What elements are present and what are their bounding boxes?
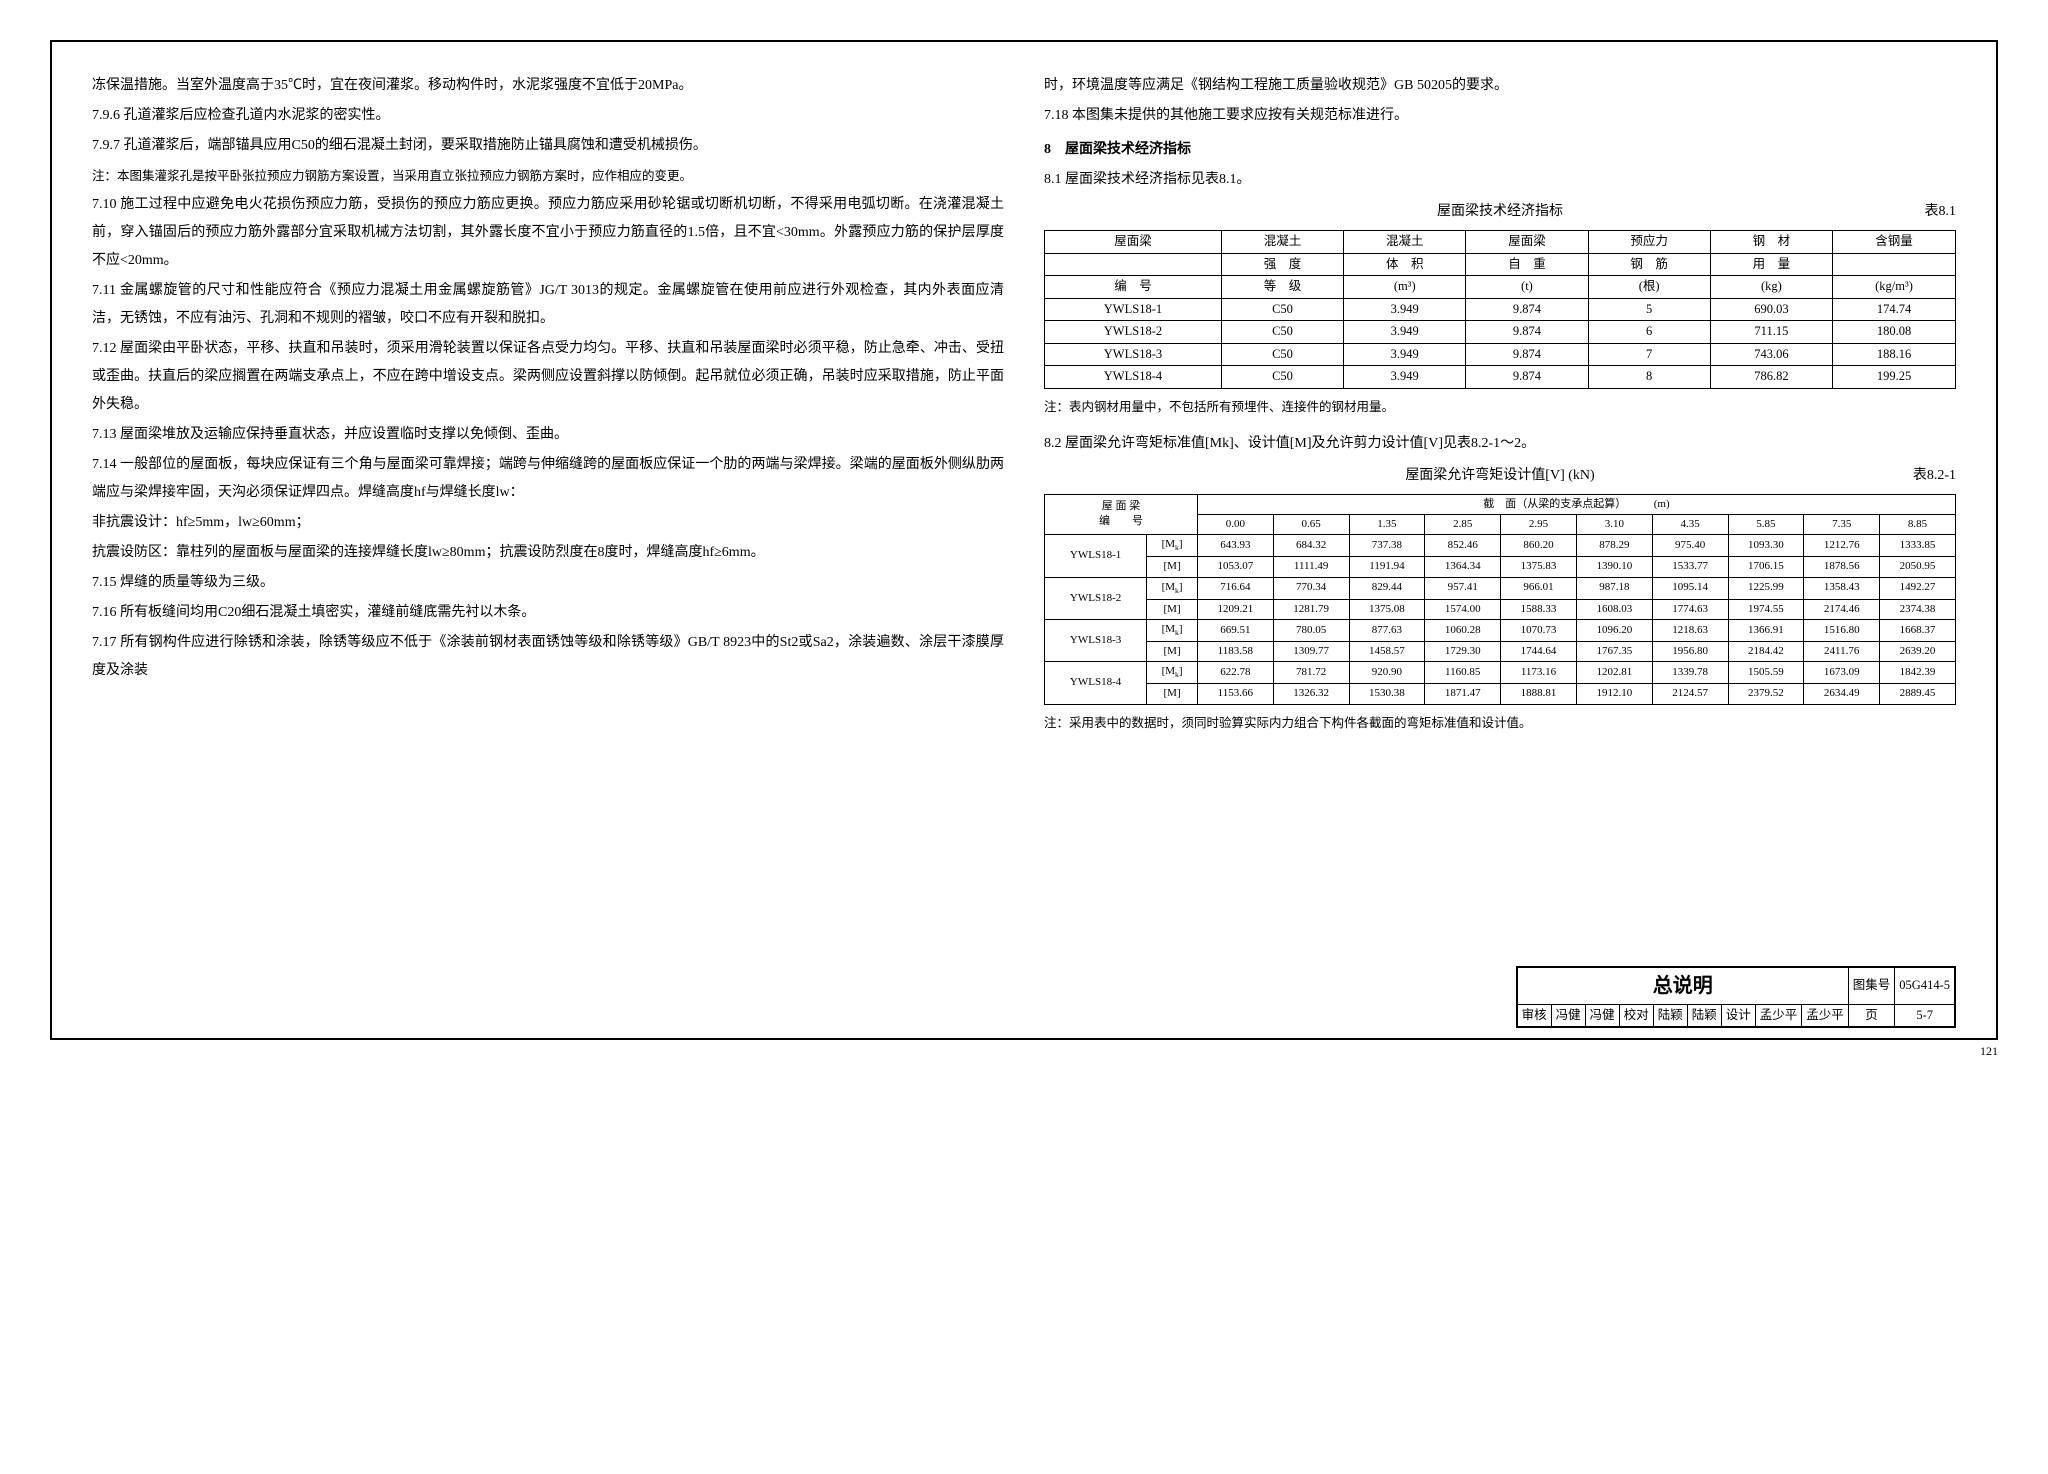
para: 7.15 焊缝的质量等级为三级。 [92,569,1004,597]
para: 8.1 屋面梁技术经济指标见表8.1。 [1044,166,1956,194]
footer-cell: 页 [1848,1004,1895,1027]
title-label: 表8.2-1 [1913,462,1956,490]
page-number: 121 [50,1044,1998,1059]
footer-cell: 冯健 [1585,1004,1619,1027]
title-text: 屋面梁允许弯矩设计值[V] (kN) [1405,468,1594,483]
title-text: 屋面梁技术经济指标 [1437,204,1563,219]
title-label: 表8.1 [1925,198,1957,226]
right-column: 时，环境温度等应满足《钢结构工程施工质量验收规范》GB 50205的要求。 7.… [1044,72,1956,1028]
footer-cell: 陆颖 [1687,1004,1721,1027]
left-column: 冻保温措施。当室外温度高于35℃时，宜在夜间灌浆。移动构件时，水泥浆强度不宜低于… [92,72,1004,1028]
footer-cell: 孟少平 [1802,1004,1849,1027]
footer-cell: 5-7 [1895,1004,1955,1027]
footer-title: 总说明 [1517,967,1848,1004]
table-8-2-title: 屋面梁允许弯矩设计值[V] (kN) 表8.2-1 [1044,462,1956,490]
footer-cell: 陆颖 [1653,1004,1687,1027]
para: 7.16 所有板缝间均用C20细石混凝土填密实，灌缝前缝底需先衬以木条。 [92,599,1004,627]
table-8-2-note: 注：采用表中的数据时，须同时验算实际内力组合下构件各截面的弯矩标准值和设计值。 [1044,711,1956,736]
footer-cell: 设计 [1721,1004,1755,1027]
para: 7.12 屋面梁由平卧状态，平移、扶直和吊装时，须采用滑轮装置以保证各点受力均匀… [92,335,1004,419]
table-8-1-title: 屋面梁技术经济指标 表8.1 [1044,198,1956,226]
footer-cell: 校对 [1619,1004,1653,1027]
para: 7.17 所有钢构件应进行除锈和涂装，除锈等级应不低于《涂装前钢材表面锈蚀等级和… [92,629,1004,685]
para: 非抗震设计：hf≥5mm，lw≥60mm； [92,509,1004,537]
title-block: 总说明 图集号 05G414-5 审核冯健冯健校对陆颖陆颖设计孟少平孟少平页5-… [1516,966,1956,1029]
footer-cell: 审核 [1517,1004,1551,1027]
footer-val: 05G414-5 [1895,967,1955,1004]
page-frame: 冻保温措施。当室外温度高于35℃时，宜在夜间灌浆。移动构件时，水泥浆强度不宜低于… [50,40,1998,1040]
para: 7.10 施工过程中应避免电火花损伤预应力筋，受损伤的预应力筋应更换。预应力筋应… [92,191,1004,275]
para: 8.2 屋面梁允许弯矩标准值[Mk]、设计值[M]及允许剪力设计值[V]见表8.… [1044,430,1956,458]
para: 7.11 金属螺旋管的尺寸和性能应符合《预应力混凝土用金属螺旋筋管》JG/T 3… [92,277,1004,333]
footer-cell: 孟少平 [1755,1004,1802,1027]
section-8: 8 屋面梁技术经济指标 [1044,136,1956,164]
table-8-1-note: 注：表内钢材用量中，不包括所有预埋件、连接件的钢材用量。 [1044,395,1956,420]
footer-label: 图集号 [1848,967,1895,1004]
para: 抗震设防区：靠柱列的屋面板与屋面梁的连接焊缝长度lw≥80mm；抗震设防烈度在8… [92,539,1004,567]
para: 时，环境温度等应满足《钢结构工程施工质量验收规范》GB 50205的要求。 [1044,72,1956,100]
para: 7.13 屋面梁堆放及运输应保持垂直状态，并应设置临时支撑以免倾倒、歪曲。 [92,421,1004,449]
table-8-2: 屋 面 梁编 号截 面（从梁的支承点起算） (m)0.000.651.352.8… [1044,494,1956,705]
footer-cell: 冯健 [1551,1004,1585,1027]
para: 7.9.6 孔道灌浆后应检查孔道内水泥浆的密实性。 [92,102,1004,130]
note: 注：本图集灌浆孔是按平卧张拉预应力钢筋方案设置，当采用直立张拉预应力钢筋方案时，… [92,164,1004,189]
table-8-1: 屋面梁混凝土混凝土屋面梁预应力钢 材含钢量强 度体 积自 重钢 筋用 量编 号等… [1044,230,1956,389]
para: 7.14 一般部位的屋面板，每块应保证有三个角与屋面梁可靠焊接；端跨与伸缩缝跨的… [92,451,1004,507]
para: 7.9.7 孔道灌浆后，端部锚具应用C50的细石混凝土封闭，要采取措施防止锚具腐… [92,132,1004,160]
para: 7.18 本图集未提供的其他施工要求应按有关规范标准进行。 [1044,102,1956,130]
para: 冻保温措施。当室外温度高于35℃时，宜在夜间灌浆。移动构件时，水泥浆强度不宜低于… [92,72,1004,100]
